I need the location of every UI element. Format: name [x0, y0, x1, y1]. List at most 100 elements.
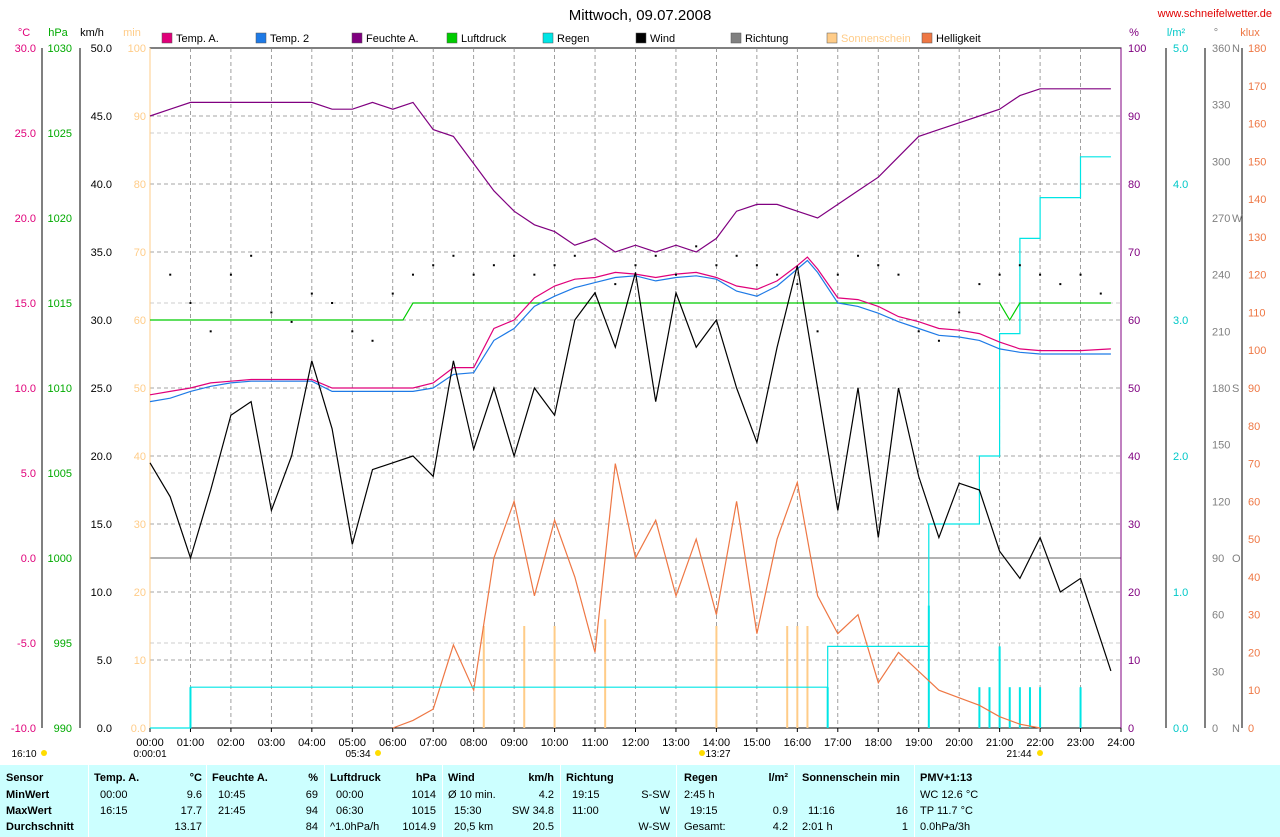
unit-wind: km/h: [80, 27, 104, 39]
humidity-axis-tick-label: 10: [1128, 655, 1140, 667]
direction-point: [634, 264, 637, 267]
direction-axis-tick-label: 0: [1212, 723, 1218, 735]
stats-pmv-header: PMV+1:13: [920, 772, 973, 784]
humidity-axis-tick-label: 30: [1128, 519, 1140, 531]
direction-point: [897, 273, 900, 276]
marker-day-start: 0:00:01: [133, 749, 167, 760]
chart-title: Mittwoch, 09.07.2008: [569, 7, 712, 24]
legend-swatch: [635, 32, 647, 44]
sun-axis-tick-label: 100: [128, 43, 146, 55]
x-tick-label: 17:00: [824, 737, 852, 749]
marker-time: 16:10: [11, 749, 36, 760]
direction-axis-tick-label: 330: [1212, 100, 1230, 112]
direction-point: [189, 302, 192, 304]
pressure-axis-tick-label: 1020: [48, 213, 72, 225]
direction-point: [513, 254, 516, 257]
stats-humidity-max-value: 94: [305, 805, 318, 817]
unit-direction: °: [1214, 27, 1218, 39]
stats-wind-min-label: Ø 10 min.: [448, 789, 496, 801]
pressure-axis-tick-label: 990: [54, 723, 72, 735]
compass-label: S: [1232, 383, 1239, 395]
legend: Temp. A. Temp. 2 Feuchte A. Luftdruck Regen W…: [161, 32, 981, 45]
temp-axis-tick-label: 10.0: [15, 383, 36, 395]
direction-point: [1099, 292, 1102, 295]
stats-temp-unit: °C: [189, 772, 202, 784]
sun-axis-tick-label: 20: [134, 587, 146, 599]
stats-temp-min-time: 00:00: [100, 789, 128, 801]
x-tick-label: 14:00: [703, 737, 731, 749]
statistics-panel: Sensor MinWert MaxWert Durchschnitt Temp…: [0, 765, 1280, 837]
x-tick-label: 24:00: [1107, 737, 1135, 749]
temp-axis-tick-label: -5.0: [17, 638, 36, 650]
light-axis-tick-label: 30: [1248, 610, 1260, 622]
direction-point: [776, 273, 779, 276]
legend-swatch: [826, 32, 838, 44]
x-tick-label: 04:00: [298, 737, 326, 749]
stats-pressure-min-time: 00:00: [336, 789, 364, 801]
light-axis-tick-label: 20: [1248, 647, 1260, 659]
wind-line: [149, 265, 1112, 672]
stats-wind-max-value: SW 34.8: [511, 805, 554, 817]
stats-temp-avg-value: 13.17: [174, 821, 202, 833]
direction-point: [391, 292, 394, 295]
rain-axis-tick-label: 4.0: [1173, 179, 1188, 191]
direction-point: [755, 264, 758, 267]
stats-pressure-max-value: 1015: [411, 805, 436, 817]
direction-point: [411, 273, 414, 276]
direction-point: [654, 254, 657, 257]
x-tick-label: 13:00: [662, 737, 690, 749]
x-tick-label: 23:00: [1067, 737, 1095, 749]
rain-axis-tick-label: 1.0: [1173, 587, 1188, 599]
stats-rain-max-value: 0.9: [772, 805, 788, 817]
direction-point: [432, 264, 435, 267]
direction-point: [1059, 283, 1062, 286]
noon-icon: [699, 750, 705, 756]
light-axis-tick-label: 40: [1248, 572, 1260, 584]
x-tick-label: 22:00: [1026, 737, 1054, 749]
unit-temp: °C: [18, 27, 30, 39]
pressure-axis-tick-label: 1005: [48, 468, 72, 480]
site-link[interactable]: www.schneifelwetter.de: [1157, 8, 1272, 20]
stats-rain-header: Regen: [684, 772, 718, 784]
direction-axis-tick-label: 180: [1212, 383, 1230, 395]
direction-point: [169, 273, 172, 276]
direction-point: [351, 330, 354, 333]
direction-points: [169, 245, 1102, 342]
stats-humidity-min-time: 10:45: [218, 789, 246, 801]
pressure-axis-tick-label: 1015: [48, 298, 72, 310]
stats-humidity-column: Feuchte A.% 10:45 69 21:45 94 84: [212, 765, 318, 837]
stats-direction-max-value: W: [659, 805, 670, 817]
direction-point: [1039, 273, 1042, 276]
sunrise-icon: [375, 750, 381, 756]
legend-label: Helligkeit: [936, 33, 981, 45]
rain-axis-tick-label: 5.0: [1173, 43, 1188, 55]
light-axis-tick-label: 50: [1248, 534, 1260, 546]
direction-axis-tick-label: 150: [1212, 440, 1230, 452]
rain-axis-tick-label: 2.0: [1173, 451, 1188, 463]
legend-label: Richtung: [745, 33, 788, 45]
rain-cumulative-line: [150, 156, 1111, 729]
light-axis-tick-label: 170: [1248, 81, 1266, 93]
stats-rain-unit: l/m²: [768, 772, 788, 784]
temp-axis-tick-label: -10.0: [11, 723, 36, 735]
legend-label: Regen: [557, 33, 589, 45]
stats-wind-header: Wind: [448, 772, 475, 784]
direction-axis-tick-label: 300: [1212, 156, 1230, 168]
sun-axis-tick-label: 10: [134, 655, 146, 667]
direction-point: [857, 254, 860, 257]
pressure-line: [150, 302, 1111, 322]
humidity-axis-tick-label: 80: [1128, 179, 1140, 191]
compass-label: W: [1232, 213, 1243, 225]
stats-pressure-unit: hPa: [415, 772, 436, 784]
legend-label: Sonnenschein: [841, 33, 911, 45]
stats-temp-header: Temp. A.: [94, 772, 140, 784]
direction-point: [735, 254, 738, 257]
sun-axis-tick-label: 60: [134, 315, 146, 327]
brightness-line: [392, 463, 1041, 729]
stats-rain-max-time: 19:15: [690, 805, 718, 817]
stats-humidity-max-time: 21:45: [218, 805, 246, 817]
x-tick-label: 15:00: [743, 737, 771, 749]
direction-point: [877, 264, 880, 267]
stats-sun-column: Sonnenschein min 11:16 16 2:01 h 1: [802, 765, 908, 837]
sun-axis-tick-label: 50: [134, 383, 146, 395]
